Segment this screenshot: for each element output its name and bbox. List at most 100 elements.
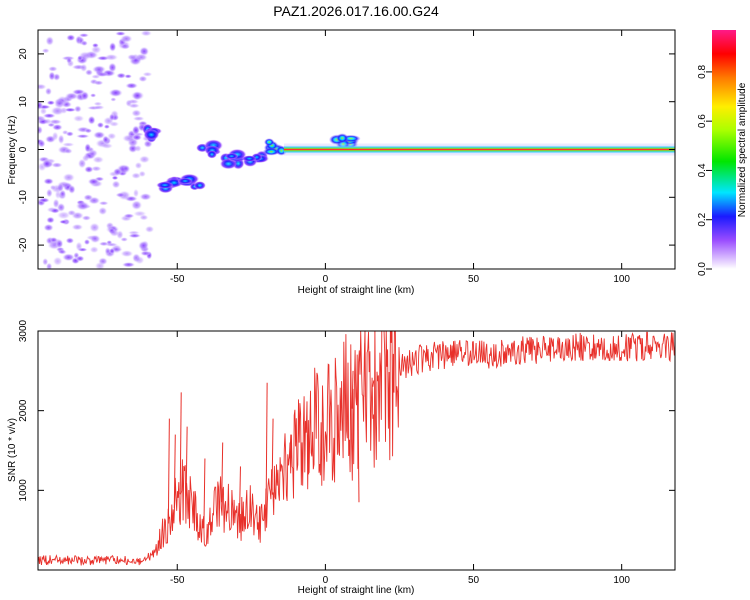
heatmap-noise-cell <box>38 101 44 110</box>
heatmap-blob-cell <box>177 177 193 185</box>
heatmap-noise-cell <box>64 148 73 154</box>
heatmap-noise-cell <box>109 247 116 255</box>
heatmap-noise-cell <box>46 100 56 106</box>
spectrogram-xtick-label: 50 <box>468 274 480 285</box>
heatmap-blob-cell <box>206 150 218 159</box>
heatmap-noise-cell <box>83 194 94 201</box>
colorbar-tick-label: 0.2 <box>697 212 708 226</box>
heatmap-noise-cell <box>138 75 148 83</box>
heatmap-noise-cell <box>51 162 63 168</box>
heatmap-noise-cell <box>115 192 126 198</box>
heatmap-noise-cell <box>125 82 138 89</box>
spectrogram-panel: -50 0 50 100 -20 -10 0 10 20 Height of straight … <box>7 29 676 296</box>
snr-spike <box>167 418 170 524</box>
heatmap-noise-cell <box>83 239 91 246</box>
heatmap-noise-cell <box>108 62 117 73</box>
snr-spike <box>265 382 268 507</box>
heatmap-noise-cell <box>138 155 151 164</box>
heatmap-noise-cell <box>65 237 75 244</box>
heatmap-blob <box>242 150 270 167</box>
figure-title: PAZ1.2026.017.16.00.G24 <box>273 3 439 19</box>
heatmap-noise-cell <box>87 178 100 186</box>
heatmap-noise-cell <box>46 188 53 198</box>
heatmap-noise-cell <box>104 53 119 61</box>
heatmap-noise-cell <box>111 175 119 181</box>
heatmap-noise-cell <box>131 172 142 179</box>
heatmap-noise-cell <box>54 99 65 109</box>
heatmap-blob-cell <box>262 147 280 156</box>
heatmap-noise-cell <box>84 69 93 76</box>
heatmap-blob <box>219 148 247 170</box>
heatmap-noise-cell <box>106 132 117 140</box>
heatmap-noise-cell <box>127 98 140 105</box>
heatmap-noise-cell <box>43 223 54 232</box>
heatmap-noise-cell <box>45 36 55 46</box>
heatmap-noise-cell <box>48 71 56 81</box>
heatmap-noise-cell <box>75 241 83 252</box>
heatmap-noise-cell <box>105 242 119 247</box>
heatmap-noise-cell <box>84 165 94 173</box>
snr-series-line <box>38 331 675 566</box>
heatmap-noise-cell <box>131 109 142 117</box>
heatmap-noise-cell <box>79 63 88 73</box>
heatmap-noise-cell <box>111 180 121 189</box>
heatmap-noise-cell <box>90 45 102 54</box>
heatmap-noise-cell <box>80 91 90 101</box>
heatmap-noise-cell <box>110 97 117 102</box>
heatmap-blob-cell <box>193 181 206 190</box>
spectrogram-ytick-label: 10 <box>18 96 29 108</box>
spectrogram-xtick-label: 100 <box>613 274 630 285</box>
snr-spike <box>173 434 176 509</box>
heatmap-noise-cell <box>61 142 75 147</box>
spectrogram-xlabel: Height of straight line (km) <box>298 285 415 296</box>
heatmap-noise-cell <box>71 223 84 231</box>
heatmap-noise-cell <box>139 193 152 201</box>
heatmap-noise-cell <box>67 209 77 216</box>
heatmap-carrier-line <box>283 145 675 154</box>
heatmap-noise-cell <box>78 33 90 38</box>
heatmap-noise-cell <box>38 125 43 135</box>
snr-ytick-label: 1000 <box>18 479 29 502</box>
heatmap-noise-cell <box>140 30 152 37</box>
heatmap-noise-cell <box>74 105 82 113</box>
heatmap-noise-region <box>38 30 157 269</box>
heatmap-noise-cell <box>52 256 63 266</box>
heatmap-noise-cell <box>98 201 109 206</box>
spectrogram-ytick-label: -20 <box>18 237 29 252</box>
heatmap-noise-cell <box>58 249 68 255</box>
heatmap-noise-cell <box>108 113 116 122</box>
heatmap-noise-cell <box>144 225 155 233</box>
heatmap-noise-cell <box>108 41 117 52</box>
heatmap-noise-cell <box>87 115 96 125</box>
spectrogram-xtick-label: -50 <box>170 274 185 285</box>
heatmap-noise-cell <box>65 131 74 137</box>
heatmap-noise-cell <box>89 222 100 233</box>
heatmap-noise-cell <box>120 250 134 258</box>
heatmap-blob-cell <box>156 181 174 189</box>
heatmap-noise-cell <box>128 233 142 239</box>
heatmap-noise-cell <box>116 72 127 79</box>
heatmap-noise-cell <box>66 34 76 42</box>
heatmap-noise-cell <box>120 237 129 242</box>
heatmap-noise-cell <box>121 262 136 268</box>
heatmap-noise-cell <box>131 134 142 141</box>
heatmap-noise-cell <box>75 255 85 262</box>
snr-spike <box>221 442 224 503</box>
colorbar-tick-label: 0.6 <box>697 114 708 128</box>
heatmap-noise-cell <box>41 48 50 54</box>
snr-xtick-label: 50 <box>468 575 480 586</box>
snr-spike <box>203 458 206 529</box>
snr-spike <box>271 418 274 491</box>
colorbar-tick-label: 0.0 <box>697 262 708 276</box>
heatmap-noise-cell <box>52 198 60 209</box>
heatmap-noise-cell <box>93 101 103 106</box>
heatmap-noise-cell <box>62 173 75 182</box>
colorbar-tick-label: 0.4 <box>697 163 708 177</box>
heatmap-noise-cell <box>127 54 138 61</box>
snr-frame <box>37 330 676 571</box>
heatmap-noise-cell <box>81 154 90 162</box>
heatmap-blob-cell <box>335 133 349 144</box>
heatmap-noise-cell <box>109 229 120 237</box>
heatmap-noise-cell <box>93 80 104 86</box>
heatmap-noise-cell <box>115 31 126 36</box>
